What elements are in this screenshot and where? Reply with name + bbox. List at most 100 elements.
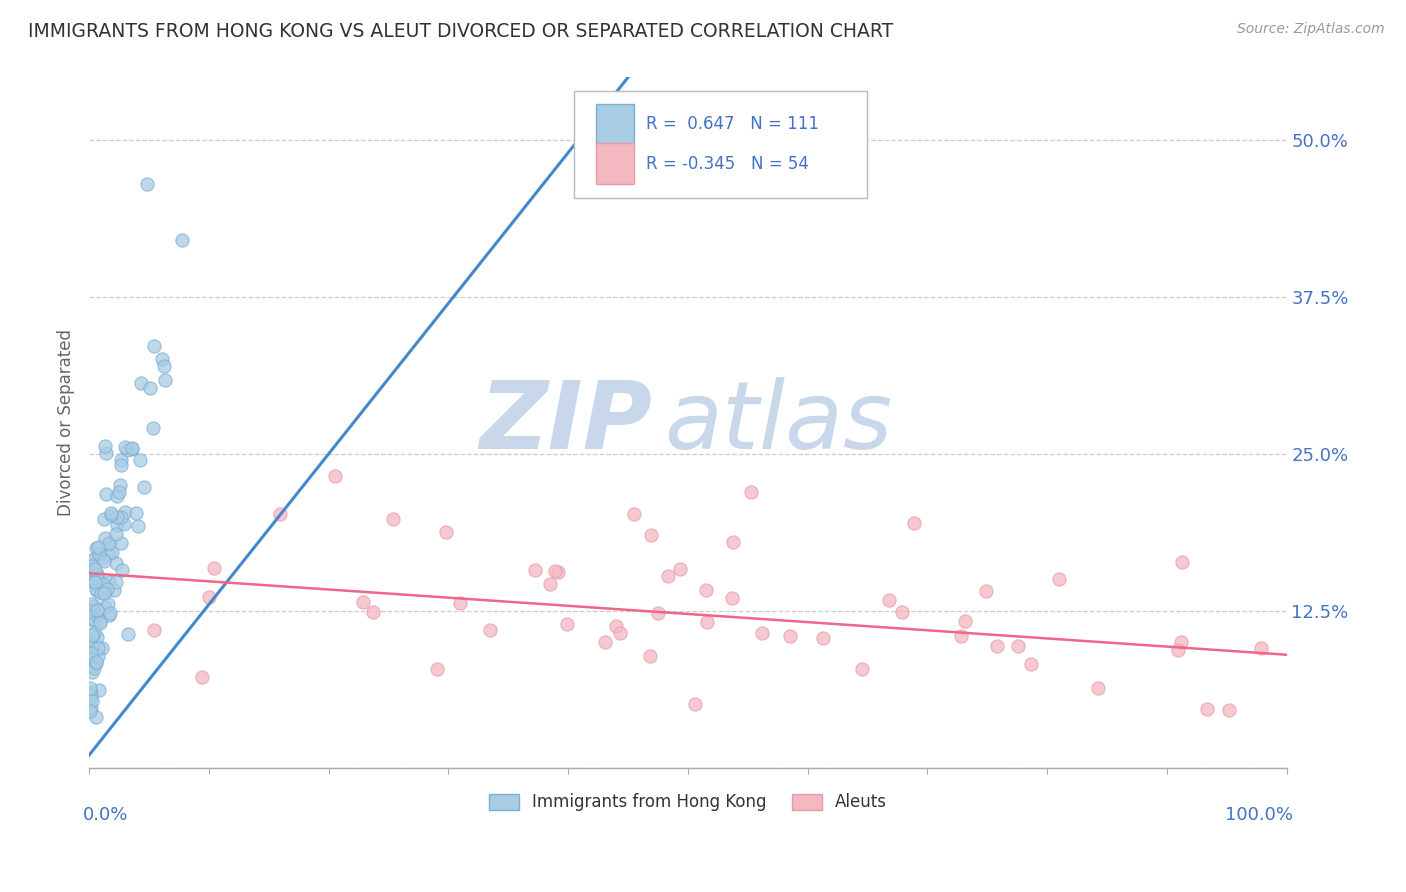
Y-axis label: Divorced or Separated: Divorced or Separated [58,329,75,516]
Point [142,624,165,638]
Point [891,605,914,619]
Point [1250,640,1272,655]
Point [80,685,103,699]
Point [779,629,801,643]
Point [657,568,679,582]
Point [79,651,101,665]
Point [82,553,104,567]
Point [94,531,117,545]
Text: R = -0.345   N = 54: R = -0.345 N = 54 [645,154,808,173]
Point [153,359,176,373]
Point [79,646,101,660]
Point [127,518,149,533]
Point [98,607,121,622]
Point [172,233,194,247]
Point [974,583,997,598]
Point [79,569,101,583]
Point [117,627,139,641]
Point [87,683,110,698]
Point [851,662,873,676]
Point [103,582,125,597]
Point [80,628,103,642]
Point [86,541,108,555]
Point [524,563,547,577]
Point [1170,555,1192,569]
Point [877,593,900,607]
Point [104,526,127,541]
Point [86,567,108,582]
Point [94,487,117,501]
Point [86,648,108,663]
Point [87,641,110,656]
Point [647,606,669,620]
Point [83,661,105,675]
Point [97,536,120,550]
Point [108,478,131,492]
Point [104,557,127,571]
Point [97,575,120,590]
Text: ZIP: ZIP [479,376,652,468]
Point [638,649,661,664]
Point [80,665,103,680]
Point [82,639,104,653]
Point [93,586,115,600]
Point [87,548,110,562]
Point [323,469,346,483]
Point [105,490,128,504]
Point [82,633,104,648]
Point [87,574,110,588]
Point [97,547,120,561]
Point [79,681,101,695]
FancyBboxPatch shape [596,144,634,184]
Point [121,442,143,457]
Point [91,640,114,655]
Point [426,662,449,676]
Point [721,534,744,549]
Point [79,658,101,673]
Point [82,633,104,648]
Point [94,584,117,599]
Point [696,615,718,629]
Point [955,614,977,628]
Point [811,631,834,645]
Point [132,479,155,493]
Point [108,484,131,499]
Point [121,441,143,455]
Point [668,561,690,575]
Point [1167,643,1189,657]
Point [740,484,762,499]
Point [86,709,108,723]
Point [93,511,115,525]
Point [107,518,129,533]
Point [142,339,165,353]
Point [557,617,579,632]
Point [84,582,107,597]
Point [80,690,103,705]
Point [84,656,107,670]
Text: 100.0%: 100.0% [1225,805,1292,823]
Point [547,566,569,580]
Text: atlas: atlas [664,377,893,468]
Point [86,568,108,582]
Point [112,517,135,532]
Point [609,626,631,640]
Point [86,603,108,617]
Point [90,586,112,600]
Point [1218,703,1240,717]
Point [79,687,101,701]
Point [83,562,105,576]
Point [361,605,384,619]
Point [114,505,136,519]
Point [82,640,104,654]
Point [80,694,103,708]
Point [623,508,645,522]
Point [1047,572,1070,586]
Point [93,599,115,614]
Point [101,545,124,559]
Point [695,582,717,597]
Point [86,655,108,669]
Point [751,626,773,640]
Point [83,626,105,640]
Point [93,554,115,568]
Point [640,527,662,541]
